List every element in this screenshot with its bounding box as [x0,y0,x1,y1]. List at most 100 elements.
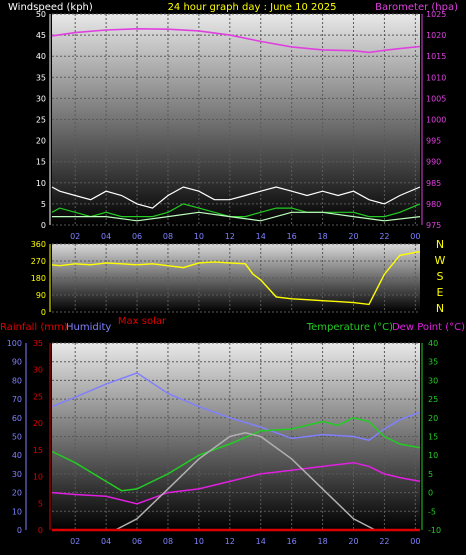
humidity-tick-label: 70 [12,395,22,404]
humidity-tick-label: 10 [12,507,22,516]
barometer-tick-label: 975 [426,221,441,230]
humidity-axis-title: Humidity [66,322,111,333]
x-tick-label: 10 [194,537,204,546]
x-tick-label: 06 [132,232,142,241]
x-tick-label: 14 [256,232,266,241]
direction-tick-label: 360 [31,240,46,249]
barometer-tick-label: 990 [426,158,441,167]
humidity-tick-label: 50 [12,433,22,442]
compass-label: E [437,286,444,299]
wind-tick-label: 10 [36,179,46,188]
x-tick-label: 08 [163,537,173,546]
rainfall-tick-label: 25 [33,392,43,401]
temperature-tick-label: -10 [428,526,441,535]
wind-tick-label: 50 [36,10,46,19]
x-tick-label: 02 [70,232,80,241]
chart-title: 24 hour graph day : June 10 2025 [168,2,337,13]
x-tick-label: 08 [163,232,173,241]
temperature-tick-label: 40 [428,339,438,348]
temperature-tick-label: 20 [428,414,438,423]
barometer-tick-label: 1010 [426,73,446,82]
x-tick-label: 16 [287,537,297,546]
humidity-tick-label: 20 [12,489,22,498]
humidity-tick-label: 80 [12,376,22,385]
x-tick-label: 12 [225,537,235,546]
temperature-tick-label: 10 [428,451,438,460]
series-max-solar [115,432,376,531]
humidity-tick-label: 40 [12,451,22,460]
compass-label: N [436,302,444,315]
wind-tick-label: 20 [36,137,46,146]
x-tick-label: 18 [317,232,327,241]
barometer-tick-label: 995 [426,137,441,146]
x-tick-label: 22 [379,232,389,241]
compass-label: W [435,254,446,267]
rainfall-tick-label: 10 [33,473,43,482]
humidity-tick-label: 60 [12,414,22,423]
rainfall-axis-title: Rainfall (mm) [0,322,68,333]
wind-tick-label: 30 [36,94,46,103]
x-tick-label: 10 [194,232,204,241]
rainfall-tick-label: 20 [33,419,43,428]
rainfall-tick-label: 0 [38,526,43,535]
temperature-tick-label: 5 [428,470,433,479]
max-solar-label: Max solar [118,316,167,327]
series-barometer [51,27,421,54]
wind-tick-label: 35 [36,73,46,82]
x-tick-label: 20 [348,537,358,546]
series-dew-point [51,461,421,505]
humidity-tick-label: 30 [12,470,22,479]
barometer-tick-label: 1025 [426,10,446,19]
x-tick-label: 20 [348,232,358,241]
barometer-tick-label: 980 [426,200,441,209]
direction-tick-label: 270 [31,257,46,266]
series-wind-gust [51,186,421,209]
compass-label: N [436,238,444,251]
series-wind-direction [51,250,421,306]
series-temperature [51,417,421,492]
rainfall-tick-label: 15 [33,446,43,455]
temperature-tick-label: 35 [428,358,438,367]
barometer-tick-label: 1015 [426,52,446,61]
direction-tick-label: 0 [41,308,46,317]
x-tick-label: 04 [101,232,111,241]
direction-tick-label: 180 [31,274,46,283]
x-tick-label: 00 [410,232,420,241]
barometer-tick-label: 985 [426,179,441,188]
x-tick-label: 22 [379,537,389,546]
x-tick-label: 00 [410,537,420,546]
temperature-tick-label: -5 [428,507,436,516]
x-tick-label: 02 [70,537,80,546]
series-humidity [51,372,421,442]
temperature-tick-label: 25 [428,395,438,404]
barometer-tick-label: 1020 [426,31,446,40]
barometer-tick-label: 1005 [426,94,446,103]
x-tick-label: 04 [101,537,111,546]
wind-axis-title: Windspeed (kph) [8,2,93,13]
rainfall-tick-label: 35 [33,339,43,348]
wind-tick-label: 0 [41,221,46,230]
humidity-tick-label: 90 [12,358,22,367]
compass-label: S [437,270,444,283]
wind-tick-label: 45 [36,31,46,40]
dewpoint-axis-title: Dew Point (°C) [392,322,465,333]
x-tick-label: 06 [132,537,142,546]
x-tick-label: 18 [317,537,327,546]
rainfall-tick-label: 30 [33,366,43,375]
x-tick-label: 16 [287,232,297,241]
temperature-tick-label: 0 [428,489,433,498]
barometer-axis-title: Barometer (hpa) [375,2,458,13]
wind-tick-label: 40 [36,52,46,61]
temperature-axis-title: Temperature (°C) [306,322,393,333]
temperature-tick-label: 30 [428,376,438,385]
humidity-tick-label: 0 [17,526,22,535]
x-tick-label: 12 [225,232,235,241]
series-wind-average [52,211,421,222]
temperature-tick-label: 15 [428,433,438,442]
wind-tick-label: 5 [41,200,46,209]
barometer-tick-label: 1000 [426,116,446,125]
rainfall-tick-label: 5 [38,499,43,508]
humidity-tick-label: 100 [7,339,22,348]
direction-tick-label: 90 [36,291,46,300]
